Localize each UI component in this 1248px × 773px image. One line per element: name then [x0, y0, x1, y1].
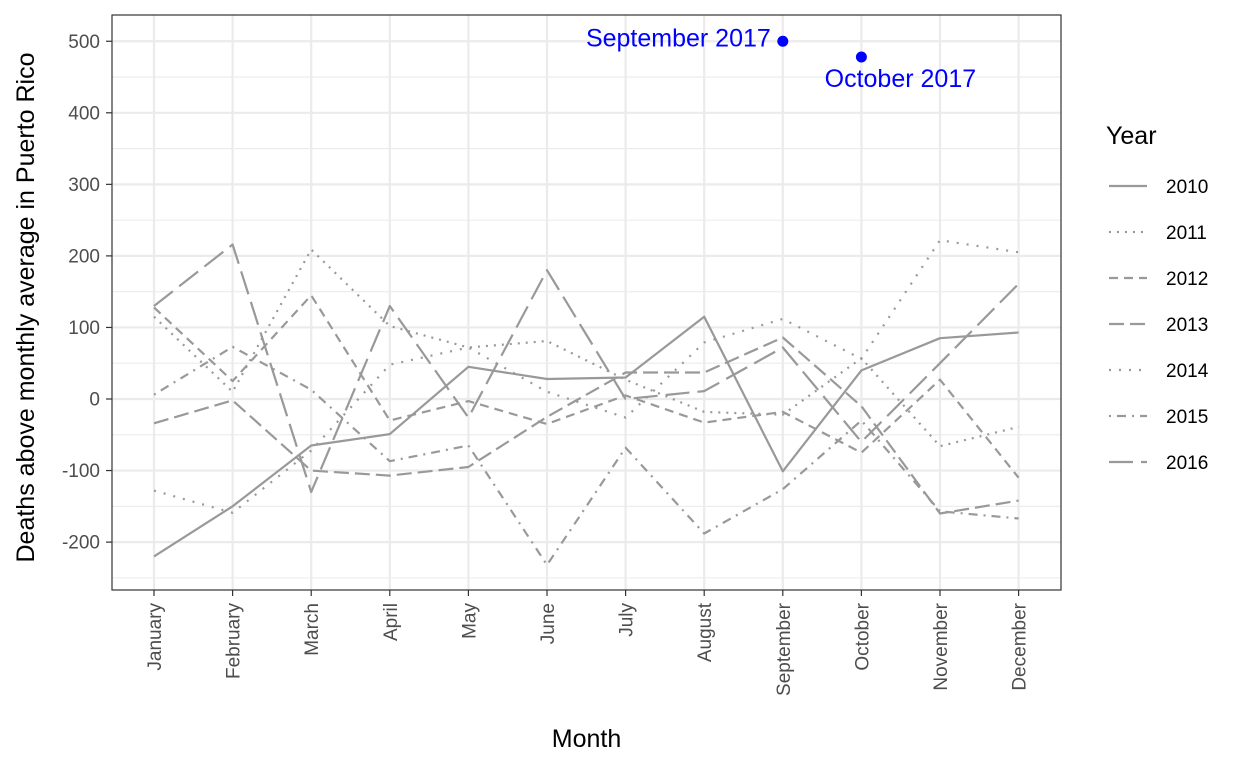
legend-label-2015: 2015 — [1166, 407, 1208, 428]
x-tick-label: May — [459, 603, 480, 639]
x-tick-label: September — [774, 602, 795, 696]
highlight-points: September 2017 October 2017 — [586, 24, 976, 93]
highlight-label-1: October 2017 — [825, 65, 977, 93]
y-axis: -200 -100 0 100 200 300 400 500 — [62, 32, 112, 554]
series-line-2011 — [153, 248, 1019, 448]
y-tick-label: -100 — [62, 461, 100, 482]
series-line-2013 — [153, 336, 1019, 515]
y-tick-label: 400 — [68, 103, 100, 124]
x-tick-label: March — [302, 603, 323, 656]
legend-label-2010: 2010 — [1166, 177, 1208, 198]
series-line-2010 — [153, 315, 1019, 558]
x-tick-label: November — [931, 602, 952, 690]
highlight-point-1 — [855, 51, 867, 63]
x-tick-label: July — [617, 603, 638, 637]
legend-label-2014: 2014 — [1166, 361, 1209, 382]
x-tick-label: October — [852, 602, 873, 670]
x-tick-label: December — [1010, 602, 1031, 690]
x-tick-label: June — [538, 603, 559, 644]
y-tick-label: 100 — [68, 318, 100, 339]
legend-label-2011: 2011 — [1166, 223, 1207, 244]
series-line-2014 — [153, 239, 1019, 514]
legend-label-2016: 2016 — [1166, 453, 1208, 474]
y-tick-label: -200 — [62, 533, 100, 554]
y-tick-label: 300 — [68, 175, 100, 196]
x-tick-label: January — [145, 603, 166, 671]
series-lines — [153, 239, 1020, 567]
y-axis-title: Deaths above monthly average in Puerto R… — [12, 52, 40, 562]
highlight-point-0 — [777, 35, 789, 47]
x-tick-label: August — [695, 602, 716, 662]
y-tick-label: 200 — [68, 246, 100, 267]
series-line-2012 — [153, 294, 1020, 479]
series-line-2015 — [153, 345, 1019, 567]
series-line-2016 — [153, 243, 1020, 494]
legend-label-2012: 2012 — [1166, 269, 1208, 290]
y-tick-label: 0 — [89, 390, 100, 411]
x-axis: January February March April May June July Augu… — [145, 590, 1031, 696]
highlight-label-0: September 2017 — [586, 24, 771, 52]
legend-label-2013: 2013 — [1166, 315, 1208, 336]
legend-title: Year — [1106, 122, 1157, 150]
x-axis-title: Month — [552, 725, 621, 753]
major-gridlines — [112, 15, 1061, 590]
legend: Year 2010 2011 2012 2013 2014 2015 2016 — [1106, 122, 1209, 474]
x-tick-label: February — [224, 603, 245, 680]
x-tick-label: April — [381, 603, 402, 641]
y-tick-label: 500 — [68, 32, 100, 53]
plot-panel-border — [111, 14, 1062, 591]
